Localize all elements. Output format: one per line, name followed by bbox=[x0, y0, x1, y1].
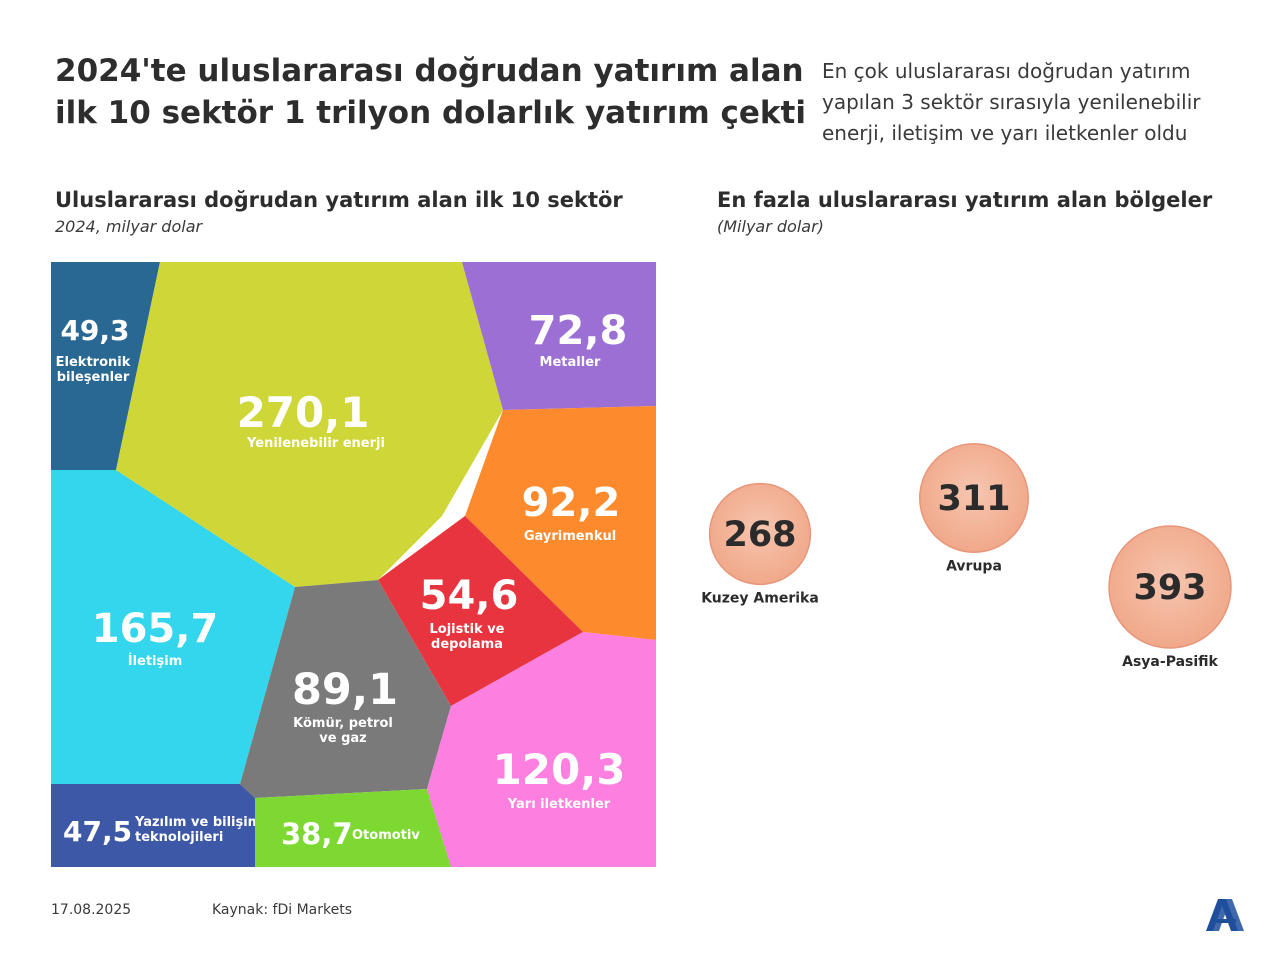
treemap-cell-shape bbox=[51, 784, 255, 867]
treemap-cell-shape bbox=[116, 262, 503, 587]
treemap-cell-yazilim: 47,5 Yazılım ve bilişim teknolojileri bbox=[51, 784, 261, 867]
bubble-region-label: Kuzey Amerika bbox=[701, 590, 819, 606]
treemap-cell-shape bbox=[255, 789, 451, 867]
bubble-chart-subtitle: (Milyar dolar) bbox=[717, 217, 824, 236]
treemap-category-label: Lojistik ve depolama bbox=[430, 622, 505, 652]
treemap-cell-shape bbox=[240, 580, 451, 798]
treemap-cell-gayrimenkul: 92,2 Gayrimenkul bbox=[465, 406, 656, 640]
treemap-category-label: Yazılım ve bilişim teknolojileri bbox=[134, 815, 261, 845]
treemap-category-label: Otomotiv bbox=[352, 828, 420, 843]
treemap-value-label: 270,1 bbox=[237, 388, 370, 437]
treemap-cell-shape bbox=[465, 406, 656, 640]
footer-source: Kaynak: fDi Markets bbox=[212, 902, 352, 918]
bubble-asya-pasifik: 393 Asya-Pasifik bbox=[1108, 525, 1232, 670]
treemap-value-label: 38,7 bbox=[281, 817, 353, 851]
aa-logo-icon bbox=[1206, 899, 1244, 931]
treemap-cell-elektronik: 49,3 Elektronik bileşenler bbox=[51, 262, 160, 470]
treemap-value-label: 72,8 bbox=[529, 308, 628, 354]
bubble-circle bbox=[708, 482, 812, 586]
bubble-value-label: 393 bbox=[1133, 568, 1206, 608]
bubble-value-label: 311 bbox=[937, 479, 1010, 519]
treemap-value-label: 89,1 bbox=[292, 665, 398, 715]
treemap-cell-otomotiv: 38,7 Otomotiv bbox=[255, 789, 451, 867]
treemap-category-label: Metaller bbox=[540, 355, 601, 370]
treemap-cell-shape bbox=[51, 470, 295, 784]
treemap-cell-shape bbox=[462, 262, 656, 410]
treemap-cell-shape bbox=[378, 516, 583, 706]
bubble-avrupa: 311 Avrupa bbox=[918, 442, 1030, 574]
treemap-subtitle: 2024, milyar dolar bbox=[55, 217, 203, 236]
region-bubble-chart: 268 Kuzey Amerika 311 Avrupa 393 Asya-Pasifik bbox=[701, 442, 1232, 670]
treemap-category-label: Yarı iletkenler bbox=[507, 797, 611, 812]
treemap-cell-shape bbox=[427, 632, 656, 867]
bubble-kuzey-amerika: 268 Kuzey Amerika bbox=[701, 482, 819, 606]
bubble-chart-title: En fazla uluslararası yatırım alan bölge… bbox=[717, 188, 1213, 212]
page-title: 2024'te uluslararası doğrudan yatırım al… bbox=[55, 53, 806, 131]
treemap-value-label: 47,5 bbox=[63, 815, 132, 848]
treemap-value-label: 165,7 bbox=[92, 606, 219, 652]
treemap-category-label: Kömür, petrol ve gaz bbox=[293, 716, 393, 746]
treemap-value-label: 49,3 bbox=[60, 314, 129, 347]
footer-date: 17.08.2025 bbox=[51, 902, 132, 918]
treemap-category-label: Gayrimenkul bbox=[524, 529, 616, 544]
treemap-cell-shape bbox=[51, 262, 160, 470]
treemap-title: Uluslararası doğrudan yatırım alan ilk 1… bbox=[55, 188, 623, 212]
treemap-value-label: 54,6 bbox=[420, 573, 519, 619]
bubble-circle bbox=[918, 442, 1030, 554]
bubble-value-label: 268 bbox=[723, 515, 796, 555]
page-subtitle: En çok uluslararası doğrudan yatırım yap… bbox=[822, 59, 1201, 145]
treemap-cell-yari: 120,3 Yarı iletkenler bbox=[427, 632, 656, 867]
treemap-value-label: 120,3 bbox=[493, 745, 626, 794]
bubble-region-label: Asya-Pasifik bbox=[1122, 654, 1218, 670]
treemap-category-label: Yenilenebilir enerji bbox=[246, 436, 385, 451]
treemap-value-label: 92,2 bbox=[522, 480, 621, 526]
treemap-category-label: Elektronik bileşenler bbox=[56, 355, 131, 385]
treemap-category-label: İletişim bbox=[128, 653, 183, 669]
bubble-circle bbox=[1108, 525, 1232, 649]
bubble-region-label: Avrupa bbox=[946, 558, 1002, 574]
